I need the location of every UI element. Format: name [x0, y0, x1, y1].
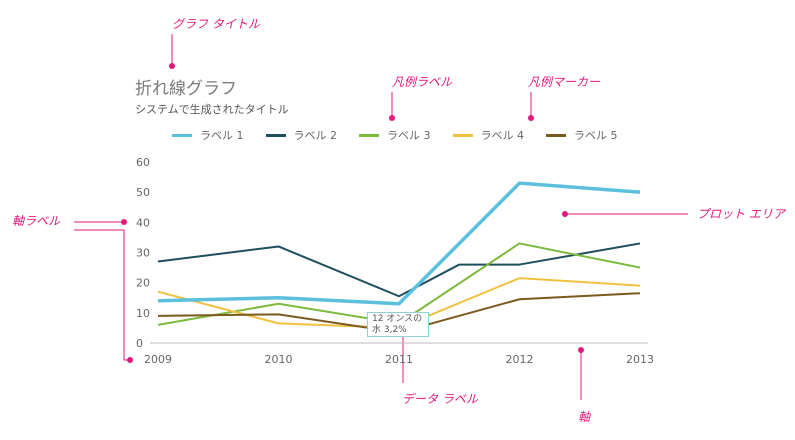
leader-dot: [127, 357, 133, 363]
legend-marker: [359, 133, 379, 137]
leader-dot: [578, 347, 584, 353]
x-tick-label: 2011: [385, 353, 413, 366]
legend-item: ラベル 1: [172, 127, 244, 143]
legend-label: ラベル 2: [293, 129, 338, 142]
data-label-line-2: 水 3,2%: [372, 325, 407, 335]
legend-marker: [265, 133, 286, 137]
legend-marker: [546, 133, 566, 137]
x-tick-label: 2013: [626, 353, 654, 366]
callout-chart-title: グラフ タイトル: [172, 17, 260, 31]
callout-legend-marker: 凡例マーカー: [528, 75, 601, 89]
x-tick-label: 2010: [265, 353, 293, 366]
y-tick-label: 10: [136, 307, 150, 320]
series-line-1: [157, 181, 641, 306]
y-tick-label: 20: [136, 277, 150, 290]
legend-marker: [172, 133, 192, 137]
y-tick-label: 30: [136, 247, 150, 260]
leader-dot: [121, 219, 127, 225]
series-line-2: [157, 242, 641, 298]
legend-item: ラベル 3: [359, 127, 431, 143]
y-tick-label: 0: [136, 337, 143, 350]
callout-leaders: [74, 34, 688, 400]
legend-label: ラベル 3: [387, 129, 431, 142]
chart-title: 折れ線グラフ: [135, 79, 237, 99]
data-label-box: 12 オンスの 水 3,2%: [367, 312, 429, 337]
leader-dot: [562, 211, 568, 217]
series-lines: [157, 181, 641, 334]
callout-axis-label: 軸ラベル: [12, 214, 61, 228]
legend-label: ラベル 4: [480, 129, 525, 142]
x-tick-label: 2009: [144, 353, 172, 366]
legend-label: ラベル 5: [574, 129, 618, 142]
chart-subtitle: システムで生成されたタイトル: [135, 103, 289, 116]
callout-axis: 軸: [578, 410, 591, 424]
y-tick-label: 40: [136, 216, 150, 229]
x-tick-label: 2012: [506, 353, 534, 366]
legend-label: ラベル 1: [200, 129, 244, 142]
leader-dot: [528, 115, 534, 121]
y-tick-label: 60: [136, 156, 150, 169]
data-label-line-1: 12 オンスの: [372, 314, 423, 324]
leader-dot: [169, 63, 175, 69]
legend-marker: [452, 133, 473, 137]
legend: ラベル 1 ラベル 2 ラベル 3 ラベル 4 ラベル 5: [172, 127, 640, 143]
y-tick-label: 50: [136, 186, 150, 199]
legend-item: ラベル 2: [265, 127, 338, 143]
callout-legend-label: 凡例ラベル: [392, 75, 453, 89]
legend-item: ラベル 4: [452, 127, 525, 143]
leader-line: [74, 229, 130, 361]
legend-item: ラベル 5: [546, 127, 618, 143]
leader-dot: [389, 115, 395, 121]
axes: 0 10 20 30 40 50 60 2009 2010 2011 2012 2013: [136, 156, 654, 366]
callout-plot-area: プロット エリア: [697, 207, 785, 221]
callout-data-label: データ ラベル: [402, 392, 478, 406]
